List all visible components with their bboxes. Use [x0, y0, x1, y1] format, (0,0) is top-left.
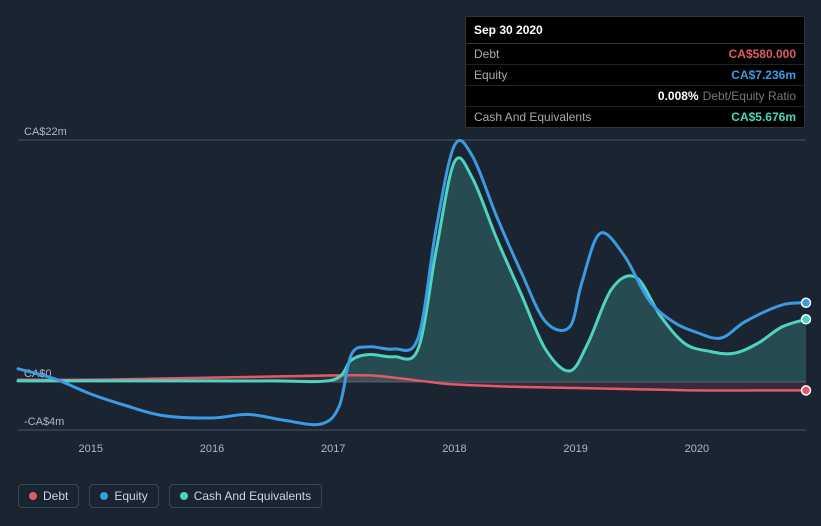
legend-dot-icon	[180, 492, 188, 500]
legend-dot-icon	[29, 492, 37, 500]
chart-tooltip: Sep 30 2020 DebtCA$580.000EquityCA$7.236…	[465, 16, 805, 128]
x-axis-label: 2019	[563, 443, 587, 455]
x-axis-label: 2018	[442, 443, 466, 455]
tooltip-row-value: CA$580.000	[729, 47, 796, 61]
tooltip-row-suffix: Debt/Equity Ratio	[703, 89, 796, 103]
y-axis-label: CA$22m	[24, 126, 67, 138]
legend-label: Debt	[43, 489, 68, 503]
financial-chart: CA$22mCA$0-CA$4m 20152016201720182019202…	[0, 0, 821, 526]
legend-item-equity[interactable]: Equity	[89, 484, 158, 508]
x-axis-label: 2020	[685, 443, 709, 455]
tooltip-row: 0.008%Debt/Equity Ratio	[466, 86, 804, 107]
tooltip-row: DebtCA$580.000	[466, 44, 804, 65]
y-axis-label: -CA$4m	[24, 416, 64, 428]
series-end-dot-cash	[802, 315, 811, 324]
x-axis-label: 2015	[78, 443, 102, 455]
tooltip-row-label: Equity	[474, 68, 731, 82]
tooltip-row-label	[474, 89, 658, 103]
legend-item-debt[interactable]: Debt	[18, 484, 79, 508]
x-axis-label: 2017	[321, 443, 345, 455]
tooltip-date: Sep 30 2020	[466, 17, 804, 44]
series-end-dot-debt	[802, 386, 811, 395]
legend-label: Equity	[114, 489, 147, 503]
legend-label: Cash And Equivalents	[194, 489, 311, 503]
legend-dot-icon	[100, 492, 108, 500]
tooltip-row-value: CA$5.676m	[731, 110, 796, 124]
tooltip-row-label: Debt	[474, 47, 729, 61]
chart-legend: Debt Equity Cash And Equivalents	[18, 484, 322, 508]
series-end-dot-equity	[802, 298, 811, 307]
tooltip-row: Cash And EquivalentsCA$5.676m	[466, 107, 804, 127]
tooltip-row: EquityCA$7.236m	[466, 65, 804, 86]
tooltip-row-value: 0.008%Debt/Equity Ratio	[658, 89, 796, 103]
legend-item-cash-and-equivalents[interactable]: Cash And Equivalents	[169, 484, 322, 508]
tooltip-row-label: Cash And Equivalents	[474, 110, 731, 124]
tooltip-row-value: CA$7.236m	[731, 68, 796, 82]
x-axis-label: 2016	[200, 443, 224, 455]
